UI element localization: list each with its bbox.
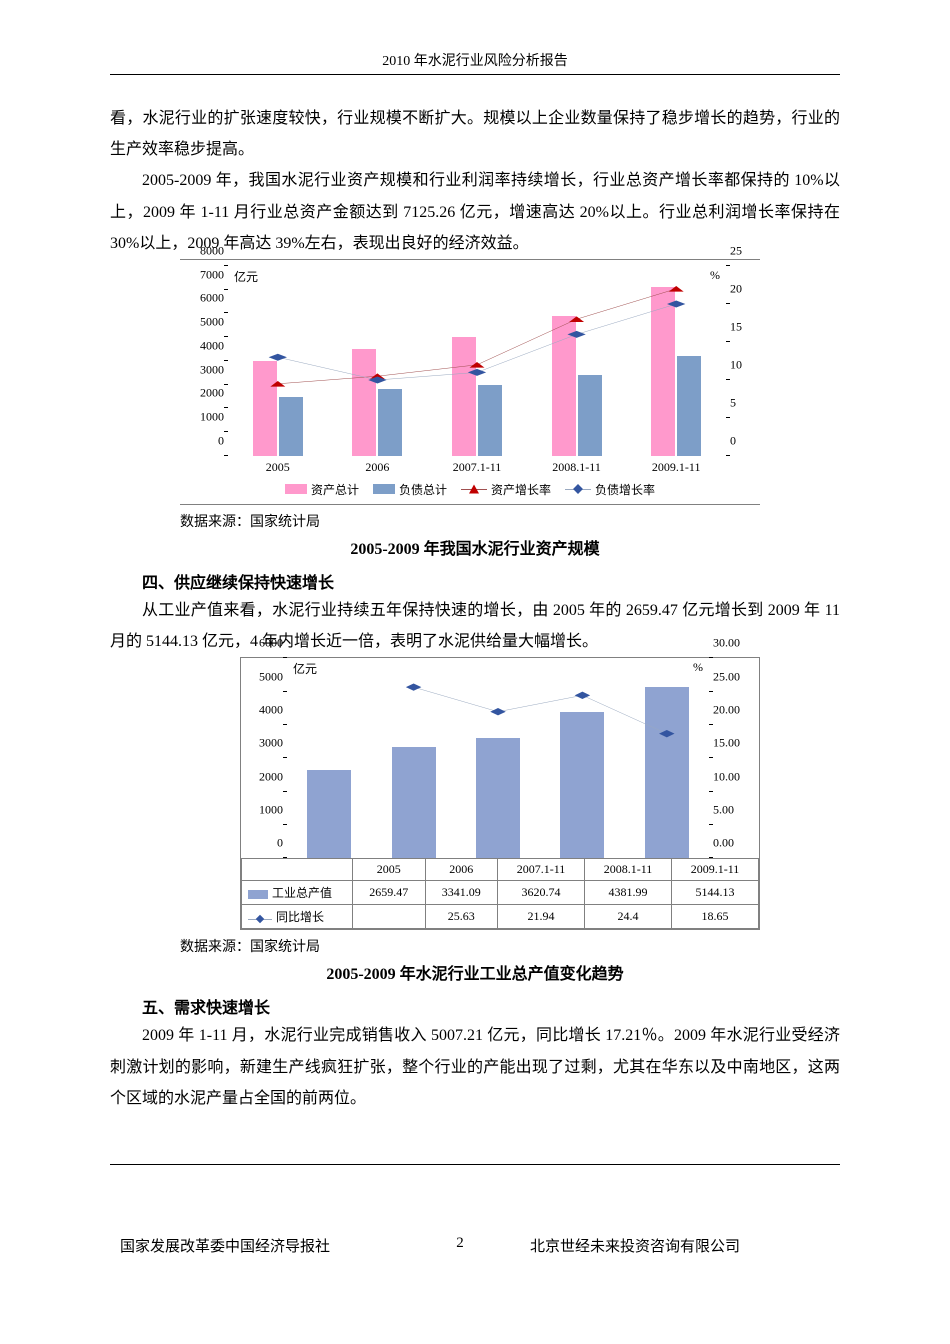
section-5-heading: 五、需求快速增长 xyxy=(110,994,840,1018)
chart2-data-table: 200520062007.1-112008.1-112009.1-11工业总产值… xyxy=(241,858,759,929)
chart1-unit-left: 亿元 xyxy=(234,268,258,285)
chart1-title: 2005-2009 年我国水泥行业资产规模 xyxy=(110,535,840,559)
chart2-unit-left: 亿元 xyxy=(293,660,317,677)
footer-page-number: 2 xyxy=(430,1235,490,1256)
chart2-y-axis-right: 0.005.0010.0015.0020.0025.0030.00 xyxy=(709,658,759,858)
chart1-source: 数据来源：国家统计局 xyxy=(180,511,840,531)
page-footer: 国家发展改革委中国经济导报社 2 北京世经未来投资咨询有限公司 xyxy=(110,1235,840,1256)
chart2-source: 数据来源：国家统计局 xyxy=(180,936,840,956)
section-4-heading: 四、供应继续保持快速增长 xyxy=(110,569,840,593)
legend-asset-growth: 资产增长率 xyxy=(461,481,551,498)
footer-rule xyxy=(110,1164,840,1165)
paragraph-1: 看，水泥行业的扩张速度较快，行业规模不断扩大。规模以上企业数量保持了稳步增长的趋… xyxy=(110,103,840,165)
chart-1: 010002000300040005000600070008000 亿元 % 0… xyxy=(180,259,760,505)
footer-left: 国家发展改革委中国经济导报社 xyxy=(110,1235,430,1256)
page-header-title: 2010 年水泥行业风险分析报告 xyxy=(110,50,840,70)
chart2-y-axis-left: 0100020003000400050006000 xyxy=(241,658,287,858)
chart1-x-labels: 200520062007.1-112008.1-112009.1-11 xyxy=(184,456,756,475)
header-rule xyxy=(110,74,840,75)
chart2-plot-area: 亿元 % xyxy=(287,658,709,858)
chart-2: 0100020003000400050006000 亿元 % 0.005.001… xyxy=(240,657,760,930)
document-page: 2010 年水泥行业风险分析报告 看，水泥行业的扩张速度较快，行业规模不断扩大。… xyxy=(0,0,950,1296)
footer-right: 北京世经未来投资咨询有限公司 xyxy=(490,1235,840,1256)
chart1-y-axis-left: 010002000300040005000600070008000 xyxy=(184,266,228,456)
chart1-unit-right: % xyxy=(710,268,720,283)
chart2-title: 2005-2009 年水泥行业工业总产值变化趋势 xyxy=(110,960,840,984)
legend-assets: 资产总计 xyxy=(285,481,359,498)
paragraph-4: 2009 年 1-11 月，水泥行业完成销售收入 5007.21 亿元，同比增长… xyxy=(110,1020,840,1114)
legend-liabilities: 负债总计 xyxy=(373,481,447,498)
chart1-y-axis-right: 0510152025 xyxy=(726,266,756,456)
chart2-unit-right: % xyxy=(693,660,703,675)
legend-liab-growth: 负债增长率 xyxy=(565,481,655,498)
chart1-legend: 资产总计 负债总计 资产增长率 负债增长率 xyxy=(184,475,756,500)
chart1-plot-area: 亿元 % xyxy=(228,266,726,456)
